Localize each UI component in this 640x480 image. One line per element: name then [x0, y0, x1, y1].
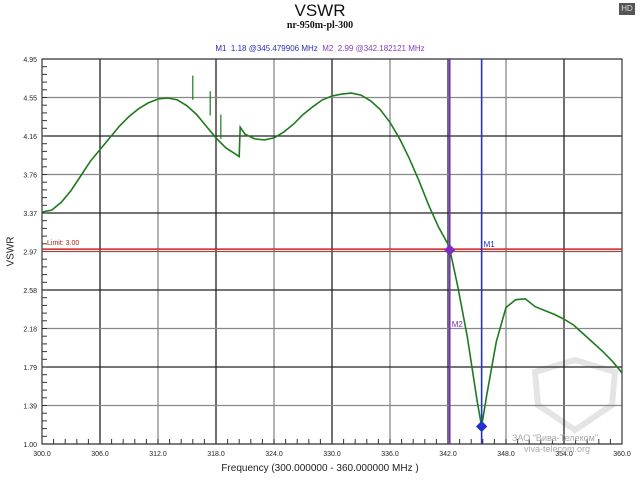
x-axis-label: Frequency (300.000000 - 360.000000 MHz ) — [221, 463, 419, 474]
y-tick-label: 3.37 — [23, 211, 37, 218]
x-tick-label: 354.0 — [555, 451, 573, 458]
y-tick-label: 4.95 — [23, 57, 37, 64]
x-tick-label: 330.0 — [323, 451, 341, 458]
y-tick-label: 1.79 — [23, 365, 37, 372]
m2-label: M2 — [322, 44, 334, 53]
watermark-url: viva-telecom.org — [524, 444, 591, 454]
chart-subtitle: nr-950m-pl-300 — [286, 20, 354, 31]
marker-label-m2: M2 — [452, 320, 464, 329]
x-tick-label: 324.0 — [265, 451, 283, 458]
x-tick-label: 336.0 — [381, 451, 399, 458]
x-tick-label: 300.0 — [33, 451, 51, 458]
marker-readout: M1 1.18 @345.479906 MHz M2 2.99 @342.182… — [0, 44, 640, 53]
y-tick-label: 4.55 — [23, 96, 37, 103]
y-tick-label: 2.18 — [23, 327, 37, 334]
m1-value: 1.18 @345.479906 MHz — [230, 44, 318, 53]
x-tick-label: 306.0 — [91, 451, 109, 458]
m2-value: 2.99 @342.182121 MHz — [337, 44, 425, 53]
y-tick-label: 4.16 — [23, 134, 37, 141]
watermark-company: ЗАО "Вива-Телеком" — [512, 433, 599, 443]
marker-label-m1: M1 — [484, 240, 496, 249]
watermark-shield-icon — [531, 356, 619, 434]
y-tick-label: 1.00 — [23, 442, 37, 449]
hd-badge[interactable]: HD — [619, 3, 635, 15]
x-tick-label: 312.0 — [149, 451, 167, 458]
x-tick-label: 360.0 — [613, 451, 631, 458]
marker-point-m1-icon — [475, 420, 488, 433]
x-tick-label: 318.0 — [207, 451, 225, 458]
limit-label: Limit: 3.00 — [47, 240, 79, 247]
x-tick-label: 348.0 — [497, 451, 515, 458]
y-tick-label: 3.76 — [23, 173, 37, 180]
marker-point-m2-icon — [444, 244, 456, 256]
vswr-curve — [41, 92, 623, 427]
x-tick-label: 342.0 — [439, 451, 457, 458]
y-tick-label: 1.39 — [23, 404, 37, 411]
chart-title: VSWR — [294, 1, 346, 20]
y-tick-label: 2.97 — [23, 250, 37, 257]
m1-label: M1 — [215, 44, 227, 53]
y-tick-label: 2.58 — [23, 288, 37, 295]
y-axis-label: VSWR — [5, 236, 17, 267]
